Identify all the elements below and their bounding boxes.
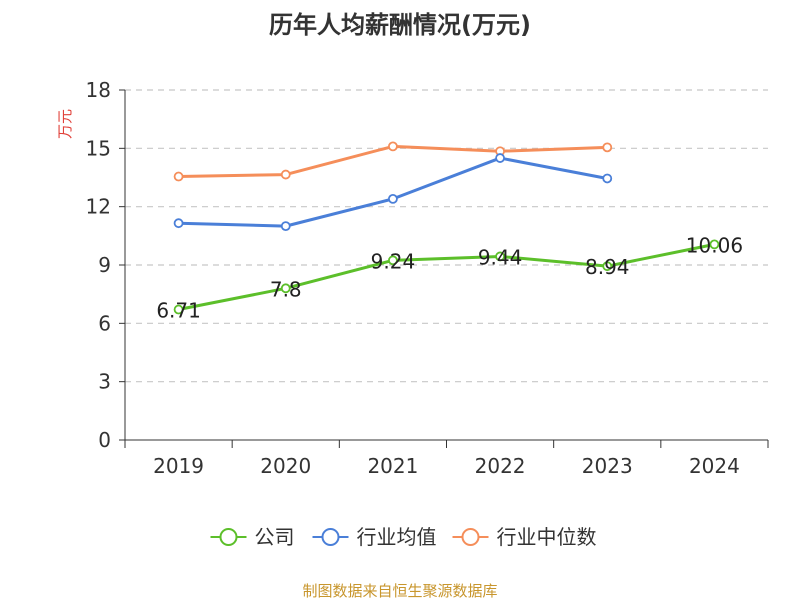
series-2-point xyxy=(602,142,613,153)
series-1-point xyxy=(495,153,505,163)
legend-marker xyxy=(321,528,340,546)
source-note: 制图数据来自恒生聚源数据库 xyxy=(302,582,497,600)
data-label: 6.71 xyxy=(156,299,201,323)
y-tick-label: 18 xyxy=(86,78,111,102)
y-tick-label: 6 xyxy=(98,311,111,335)
series-2-point xyxy=(388,141,398,152)
x-tick-label: 2019 xyxy=(153,454,204,478)
x-tick-label: 2024 xyxy=(689,454,740,478)
series-2-point xyxy=(173,171,184,182)
series-0-point xyxy=(495,251,505,262)
data-labels: 6.71 7.8 9.24 9.44 8.94 10.06 xyxy=(156,233,743,322)
series-0-line xyxy=(177,242,716,312)
series-1-point xyxy=(602,173,613,184)
data-label: 9.44 xyxy=(478,245,523,269)
series-0-point xyxy=(173,304,184,315)
series-1-point xyxy=(388,193,398,204)
series-0-point xyxy=(709,239,720,250)
legend-label: 公司 xyxy=(255,525,295,549)
series-1-line xyxy=(177,156,609,228)
gridlines xyxy=(125,89,768,383)
legend-marker xyxy=(219,528,238,546)
legend-label: 行业均值 xyxy=(357,525,437,549)
series-group xyxy=(173,141,720,315)
series-2-point xyxy=(280,169,291,180)
y-tick-label: 0 xyxy=(98,428,111,452)
data-label: 9.24 xyxy=(371,249,416,273)
legend-item: 公司 xyxy=(210,525,295,549)
data-label: 10.06 xyxy=(686,233,743,257)
y-tick-label: 3 xyxy=(98,370,111,394)
series-1-point xyxy=(280,221,291,232)
series-0-point xyxy=(388,255,398,266)
data-label: 8.94 xyxy=(585,255,630,279)
series-0-point xyxy=(602,261,613,272)
x-tick-label: 2021 xyxy=(367,454,418,478)
y-tick-label: 12 xyxy=(86,195,111,219)
legend: 公司 行业均值 行业中位数 xyxy=(210,525,597,549)
x-tick-label: 2023 xyxy=(582,454,633,478)
legend-marker xyxy=(461,528,480,546)
legend-label: 行业中位数 xyxy=(497,525,597,549)
axes: 0 3 6 9 12 15 18 2019 2020 2021 2022 2023 2024 xyxy=(86,78,769,478)
legend-item: 行业均值 xyxy=(312,525,437,549)
y-tick-label: 15 xyxy=(86,136,111,160)
data-label: 7.8 xyxy=(270,277,302,301)
x-tick-label: 2020 xyxy=(260,454,311,478)
legend-item: 行业中位数 xyxy=(452,525,597,549)
series-1-point xyxy=(173,218,184,229)
y-tick-label: 9 xyxy=(98,253,111,277)
y-axis-label: 万元 xyxy=(56,109,74,139)
x-tick-label: 2022 xyxy=(475,454,526,478)
chart-title: 历年人均薪酬情况(万元) xyxy=(269,11,531,39)
series-0-point xyxy=(280,283,291,294)
